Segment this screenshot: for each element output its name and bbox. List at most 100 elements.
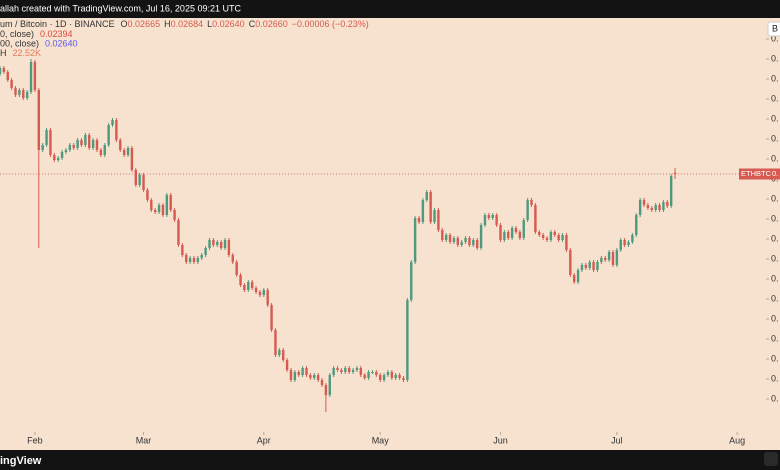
candle-body <box>538 232 541 235</box>
candle-body <box>278 350 281 355</box>
candle-body <box>394 375 397 378</box>
candle-body <box>580 265 584 270</box>
legend-row: um / Bitcoin · 1D · BINANCE O0.02665 H0.02… <box>0 19 369 29</box>
candle-body <box>510 228 514 238</box>
candle-body <box>76 140 79 148</box>
candle-body <box>200 255 203 258</box>
candle-body <box>80 140 83 145</box>
candle-body <box>157 205 161 212</box>
candle-body <box>126 148 130 155</box>
candle-body <box>289 370 293 380</box>
candle-body <box>413 218 417 262</box>
candle-body <box>53 155 56 160</box>
legend-ohlc-value: 0.02684 <box>171 19 204 29</box>
candle-body <box>503 232 506 240</box>
candle-body <box>379 375 382 380</box>
candle-body <box>122 150 126 155</box>
candle-body <box>530 200 533 205</box>
candle-body <box>169 195 172 210</box>
candle-body <box>491 215 494 218</box>
candle-body <box>495 215 498 225</box>
price-tag-value: 0. <box>772 169 778 178</box>
candle-body <box>507 232 510 238</box>
candle-body <box>518 232 522 238</box>
candle-body <box>522 220 525 238</box>
candle-body <box>10 80 13 88</box>
candle-body <box>29 62 33 92</box>
candle-body <box>611 252 615 265</box>
candle-body <box>604 258 607 260</box>
candle-body <box>514 228 518 232</box>
candle-body <box>452 238 456 242</box>
candle-body <box>84 135 87 145</box>
candle-body <box>33 62 37 90</box>
legend-ohlc-label: H <box>164 19 171 29</box>
candle-body <box>18 90 21 95</box>
candle-body <box>642 200 646 205</box>
legend-row: H 22.52K <box>0 48 41 58</box>
candle-body <box>569 250 572 275</box>
corner-icon <box>764 452 778 466</box>
candle-body <box>386 372 390 375</box>
candle-body <box>627 242 630 245</box>
candle-body <box>150 200 153 210</box>
candle-body <box>464 238 467 242</box>
candle-body <box>243 285 246 290</box>
candle-body <box>72 145 75 148</box>
indicator-value: 22.52K <box>13 48 42 58</box>
candle-body <box>227 240 231 255</box>
price-tag: ETHBTC <box>741 169 772 178</box>
candle-body <box>475 240 479 248</box>
candle-body <box>359 368 363 375</box>
candle-body <box>421 200 425 222</box>
candle-body <box>208 240 211 248</box>
candle-body <box>258 292 262 295</box>
candle-body <box>367 372 370 378</box>
candle-body <box>328 375 331 395</box>
candle-body <box>56 158 60 160</box>
y-tick-label: 0. <box>771 333 779 343</box>
candle-body <box>382 375 386 380</box>
candle-body <box>545 238 549 240</box>
candle-body <box>340 370 343 372</box>
candle-body <box>297 372 300 375</box>
candle-body <box>425 192 428 200</box>
candle-body <box>646 205 650 208</box>
candle-body <box>448 235 452 242</box>
candle-body <box>673 172 677 174</box>
candle-body <box>347 368 351 372</box>
candle-body <box>119 140 122 150</box>
candle-body <box>60 152 64 158</box>
candle-body <box>161 205 165 215</box>
candle-body <box>669 176 673 206</box>
candle-body <box>623 240 626 245</box>
candle-body <box>192 258 196 262</box>
candle-body <box>111 120 114 125</box>
candle-body <box>134 170 137 185</box>
candle-body <box>607 252 611 260</box>
candle-body <box>316 375 320 380</box>
candle-body <box>2 68 6 72</box>
top-bar-text: allah created with TradingView.com, Jul … <box>0 3 241 13</box>
candle-body <box>344 368 347 372</box>
candle-body <box>107 125 110 145</box>
candle-body <box>375 372 378 375</box>
candle-body <box>351 370 355 372</box>
candle-body <box>99 150 103 155</box>
legend: um / Bitcoin · 1D · BINANCE O0.02665 H0.02… <box>0 19 369 58</box>
candle-body <box>45 130 48 145</box>
bottom-bar <box>0 450 780 470</box>
candle-body <box>572 275 576 282</box>
x-tick-label: May <box>372 435 390 445</box>
price-tag-box <box>739 168 780 180</box>
x-tick-label: Aug <box>729 435 745 445</box>
y-tick-label: 0. <box>771 393 779 403</box>
candle-body <box>534 205 537 232</box>
candle-body <box>41 145 44 150</box>
candle-body <box>285 360 289 370</box>
legend-change: −0.00006 (−0.23%) <box>292 19 369 29</box>
candle-body <box>138 175 141 185</box>
